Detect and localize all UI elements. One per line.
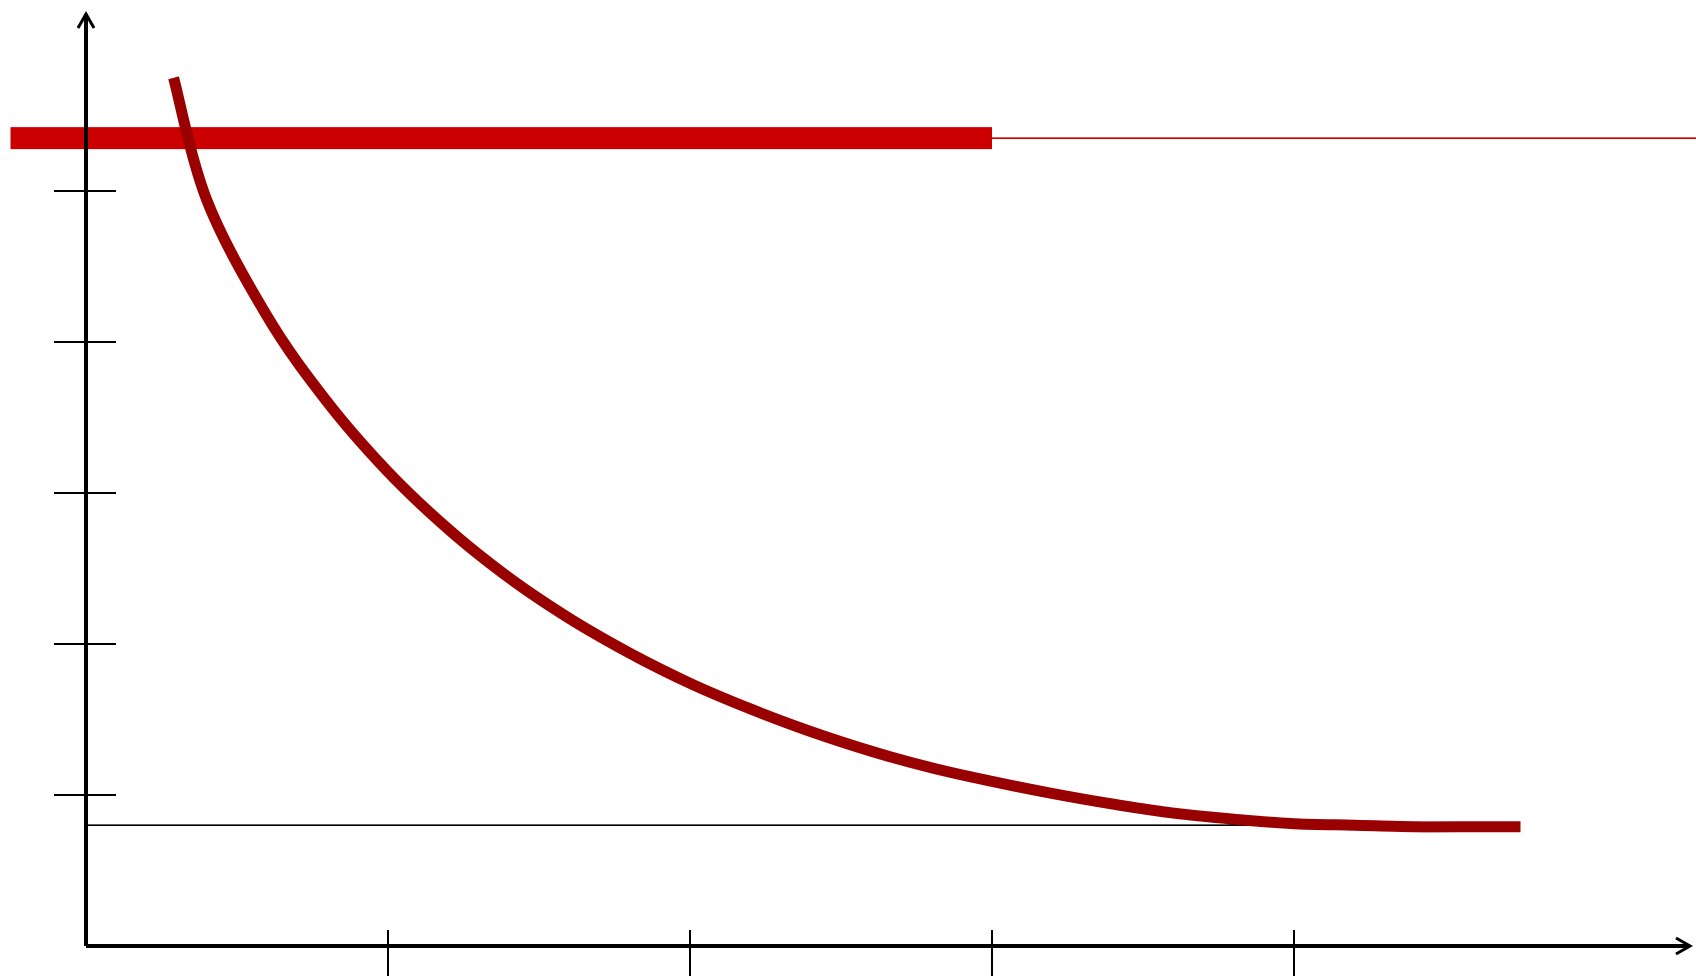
reference-lines [10,127,1696,827]
x-axis-ticks [387,930,1295,976]
series-group [168,76,1521,833]
series-line [168,76,1521,833]
